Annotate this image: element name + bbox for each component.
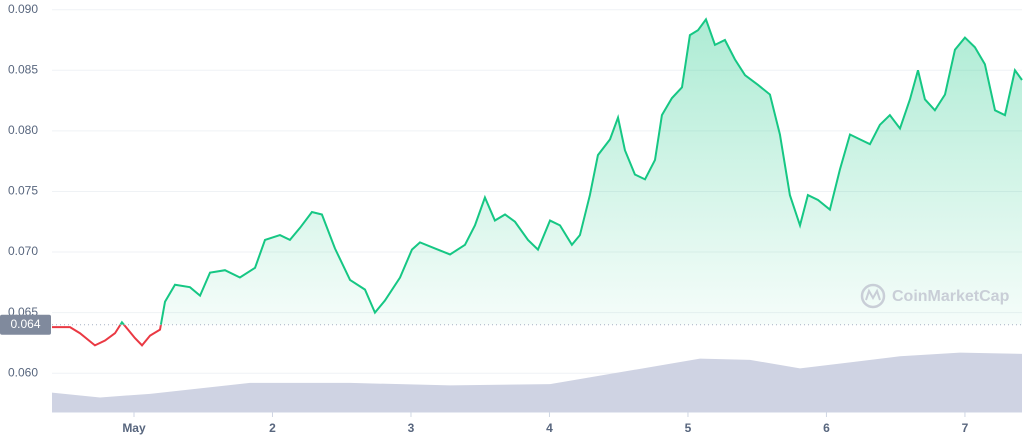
y-tick-label: 0.090 [8, 2, 38, 16]
price-line-up [119, 17, 1023, 325]
price-area [120, 19, 1022, 325]
y-tick-label: 0.085 [8, 62, 38, 76]
y-tick-label: 0.075 [8, 184, 38, 198]
y-tick-label: 0.070 [8, 244, 38, 258]
reference-label-box [0, 314, 51, 335]
x-tick-label: 4 [546, 421, 553, 435]
x-tick-label: 2 [269, 421, 276, 435]
x-tick-label: May [122, 421, 146, 435]
x-tick-label: 5 [685, 421, 692, 435]
reference-label: 0.064 [10, 317, 40, 331]
x-tick-label: 7 [962, 421, 969, 435]
x-tick-label: 6 [823, 421, 830, 435]
x-tick-label: 3 [408, 421, 415, 435]
y-tick-label: 0.060 [8, 365, 38, 379]
watermark: CoinMarketCap [860, 283, 1010, 309]
y-tick-label: 0.080 [8, 123, 38, 137]
watermark-text: CoinMarketCap [892, 288, 1010, 305]
volume-area [52, 352, 1022, 412]
